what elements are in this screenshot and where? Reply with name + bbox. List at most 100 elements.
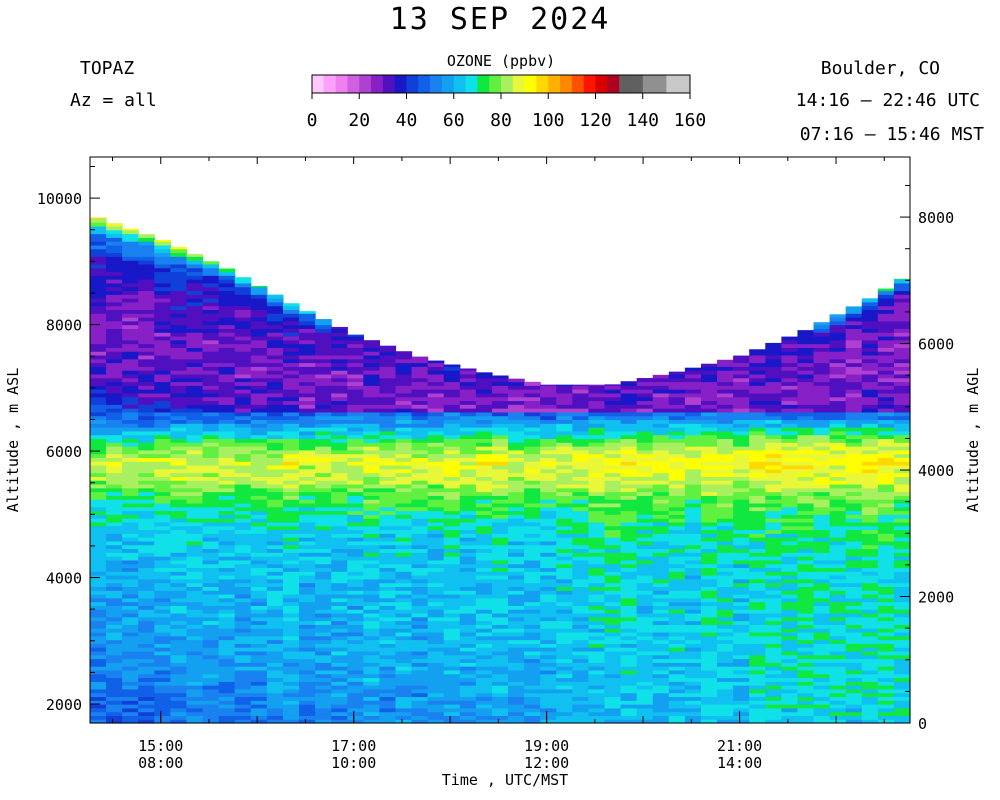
- heatmap-cell: [250, 335, 268, 341]
- heatmap-cell: [668, 650, 686, 656]
- heatmap-cell: [475, 571, 493, 576]
- heatmap-cell: [652, 673, 670, 679]
- heatmap-cell: [588, 601, 606, 606]
- heatmap-cell: [572, 518, 590, 523]
- heatmap-cell: [588, 620, 606, 625]
- heatmap-cell: [138, 328, 155, 333]
- heatmap-cell: [138, 491, 155, 496]
- heatmap-cell: [475, 408, 493, 413]
- heatmap-cell: [717, 639, 734, 644]
- heatmap-cell: [299, 521, 316, 527]
- heatmap-cell: [363, 446, 381, 451]
- heatmap-cell: [90, 217, 107, 219]
- heatmap-cell: [765, 624, 782, 629]
- heatmap-cell: [813, 590, 831, 595]
- heatmap-cell: [331, 567, 348, 572]
- heatmap-cell: [668, 635, 686, 641]
- heatmap-cell: [459, 677, 477, 682]
- heatmap-cell: [491, 552, 509, 557]
- heatmap-cell: [122, 263, 139, 269]
- heatmap-cell: [717, 719, 734, 724]
- heatmap-cell: [781, 578, 799, 584]
- heatmap-cell: [797, 525, 815, 531]
- heatmap-cell: [90, 704, 107, 709]
- heatmap-cell: [106, 449, 123, 455]
- heatmap-cell: [443, 673, 461, 679]
- heatmap-cell: [379, 658, 397, 663]
- heatmap-cell: [122, 377, 139, 383]
- heatmap-cell: [218, 525, 236, 531]
- heatmap-cell: [829, 347, 847, 352]
- heatmap-cell: [443, 563, 461, 569]
- heatmap-cell: [266, 320, 284, 326]
- heatmap-cell: [765, 506, 782, 512]
- heatmap-cell: [475, 373, 493, 379]
- heatmap-cell: [524, 696, 541, 701]
- heatmap-cell: [588, 464, 606, 470]
- heatmap-cell: [282, 480, 300, 485]
- heatmap-cell: [315, 335, 332, 341]
- heatmap-cell: [186, 567, 204, 572]
- colorbar-swatch: [501, 75, 514, 93]
- heatmap-cell: [572, 628, 590, 633]
- heatmap-cell: [652, 453, 670, 458]
- heatmap-cell: [588, 669, 606, 675]
- heatmap-cell: [684, 457, 702, 462]
- heatmap-cell: [106, 639, 123, 644]
- heatmap-cell: [234, 343, 252, 348]
- heatmap-cell: [572, 468, 590, 474]
- heatmap-cell: [202, 282, 220, 288]
- heatmap-cell: [186, 677, 204, 682]
- heatmap-cell: [765, 373, 782, 379]
- heatmap-cell: [266, 377, 284, 383]
- heatmap-cell: [315, 351, 332, 356]
- heatmap-cell: [588, 711, 606, 717]
- heatmap-cell: [202, 298, 220, 303]
- heatmap-cell: [797, 442, 815, 447]
- heatmap-cell: [717, 487, 734, 493]
- heatmap-cell: [540, 597, 557, 603]
- heatmap-cell: [749, 673, 766, 679]
- heatmap-cell: [347, 499, 364, 504]
- heatmap-cell: [733, 704, 750, 709]
- heatmap-cell: [363, 457, 381, 462]
- heatmap-cell: [443, 514, 461, 519]
- heatmap-cell: [813, 681, 831, 686]
- heatmap-cell: [717, 685, 734, 690]
- heatmap-cell: [652, 654, 670, 660]
- heatmap-cell: [122, 669, 139, 675]
- heatmap-cell: [186, 506, 204, 512]
- heatmap-cell: [765, 590, 782, 595]
- heatmap-cell: [700, 666, 718, 671]
- heatmap-cell: [218, 704, 236, 709]
- heatmap-cell: [749, 624, 766, 629]
- heatmap-cell: [299, 552, 316, 557]
- heatmap-cell: [620, 616, 638, 622]
- heatmap-cell: [90, 415, 107, 421]
- heatmap-cell: [588, 597, 606, 603]
- heatmap-cell: [170, 324, 188, 329]
- heatmap-cell: [234, 476, 252, 481]
- heatmap-cell: [250, 609, 268, 614]
- heatmap-cell: [186, 586, 204, 591]
- heatmap-cell: [700, 506, 718, 512]
- heatmap-cell: [411, 688, 429, 694]
- heatmap-cell: [443, 525, 461, 531]
- heatmap-cell: [170, 313, 188, 318]
- heatmap-cell: [684, 392, 702, 398]
- heatmap-cell: [475, 487, 493, 493]
- heatmap-cell: [588, 449, 606, 455]
- heatmap-cell: [540, 586, 557, 591]
- heatmap-cell: [186, 631, 204, 637]
- heatmap-cell: [765, 518, 782, 523]
- heatmap-cell: [154, 510, 171, 515]
- heatmap-cell: [250, 332, 268, 337]
- heatmap-cell: [218, 624, 236, 629]
- heatmap-cell: [299, 575, 316, 580]
- heatmap-cell: [347, 563, 364, 569]
- heatmap-cell: [443, 685, 461, 690]
- heatmap-cell: [588, 518, 606, 523]
- heatmap-cell: [315, 506, 332, 512]
- heatmap-cell: [717, 677, 734, 682]
- heatmap-cell: [90, 590, 107, 595]
